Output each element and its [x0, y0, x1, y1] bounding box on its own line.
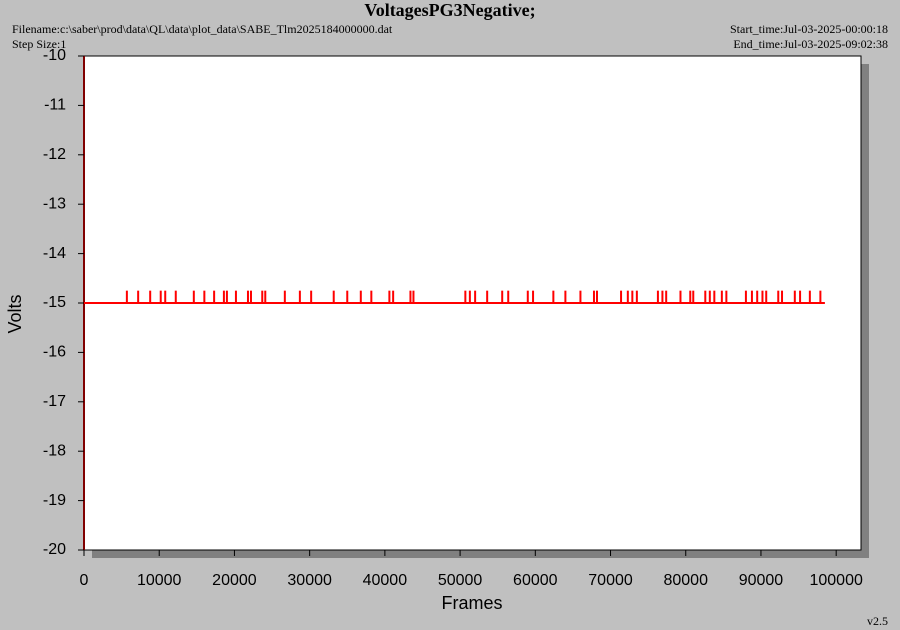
y-tick-label: -13: [43, 195, 66, 212]
chart-title: VoltagesPG3Negative;: [364, 0, 535, 20]
start-time: Start_time:Jul-03-2025-00:00:18: [730, 22, 888, 36]
y-tick-label: -11: [44, 97, 66, 114]
x-tick-label: 10000: [137, 572, 182, 589]
x-axis-label: Frames: [441, 593, 502, 613]
y-tick-label: -12: [43, 146, 66, 163]
filename: Filename:c:\saber\prod\data\QL\data\plot…: [12, 22, 393, 36]
x-tick-label: 80000: [663, 572, 708, 589]
x-tick-label: 100000: [809, 572, 862, 589]
y-axis-label: Volts: [5, 294, 25, 333]
y-tick-label: -19: [43, 492, 66, 509]
x-tick-label: 30000: [287, 572, 332, 589]
step-size: Step Size:1: [12, 37, 66, 51]
y-tick-label: -10: [43, 47, 66, 64]
x-tick-label: 0: [80, 572, 89, 589]
x-tick-label: 40000: [363, 572, 408, 589]
y-tick-label: -18: [43, 442, 66, 459]
y-tick-label: -14: [43, 245, 66, 262]
y-tick-label: -20: [43, 541, 66, 558]
x-tick-label: 60000: [513, 572, 558, 589]
y-tick-label: -16: [43, 344, 66, 361]
x-tick-label: 50000: [438, 572, 483, 589]
version: v2.5: [867, 614, 888, 628]
y-tick-label: -17: [43, 393, 66, 410]
x-tick-label: 20000: [212, 572, 257, 589]
end-time: End_time:Jul-03-2025-09:02:38: [733, 37, 888, 51]
y-tick-label: -15: [43, 294, 66, 311]
x-tick-label: 90000: [739, 572, 784, 589]
x-tick-label: 70000: [588, 572, 633, 589]
